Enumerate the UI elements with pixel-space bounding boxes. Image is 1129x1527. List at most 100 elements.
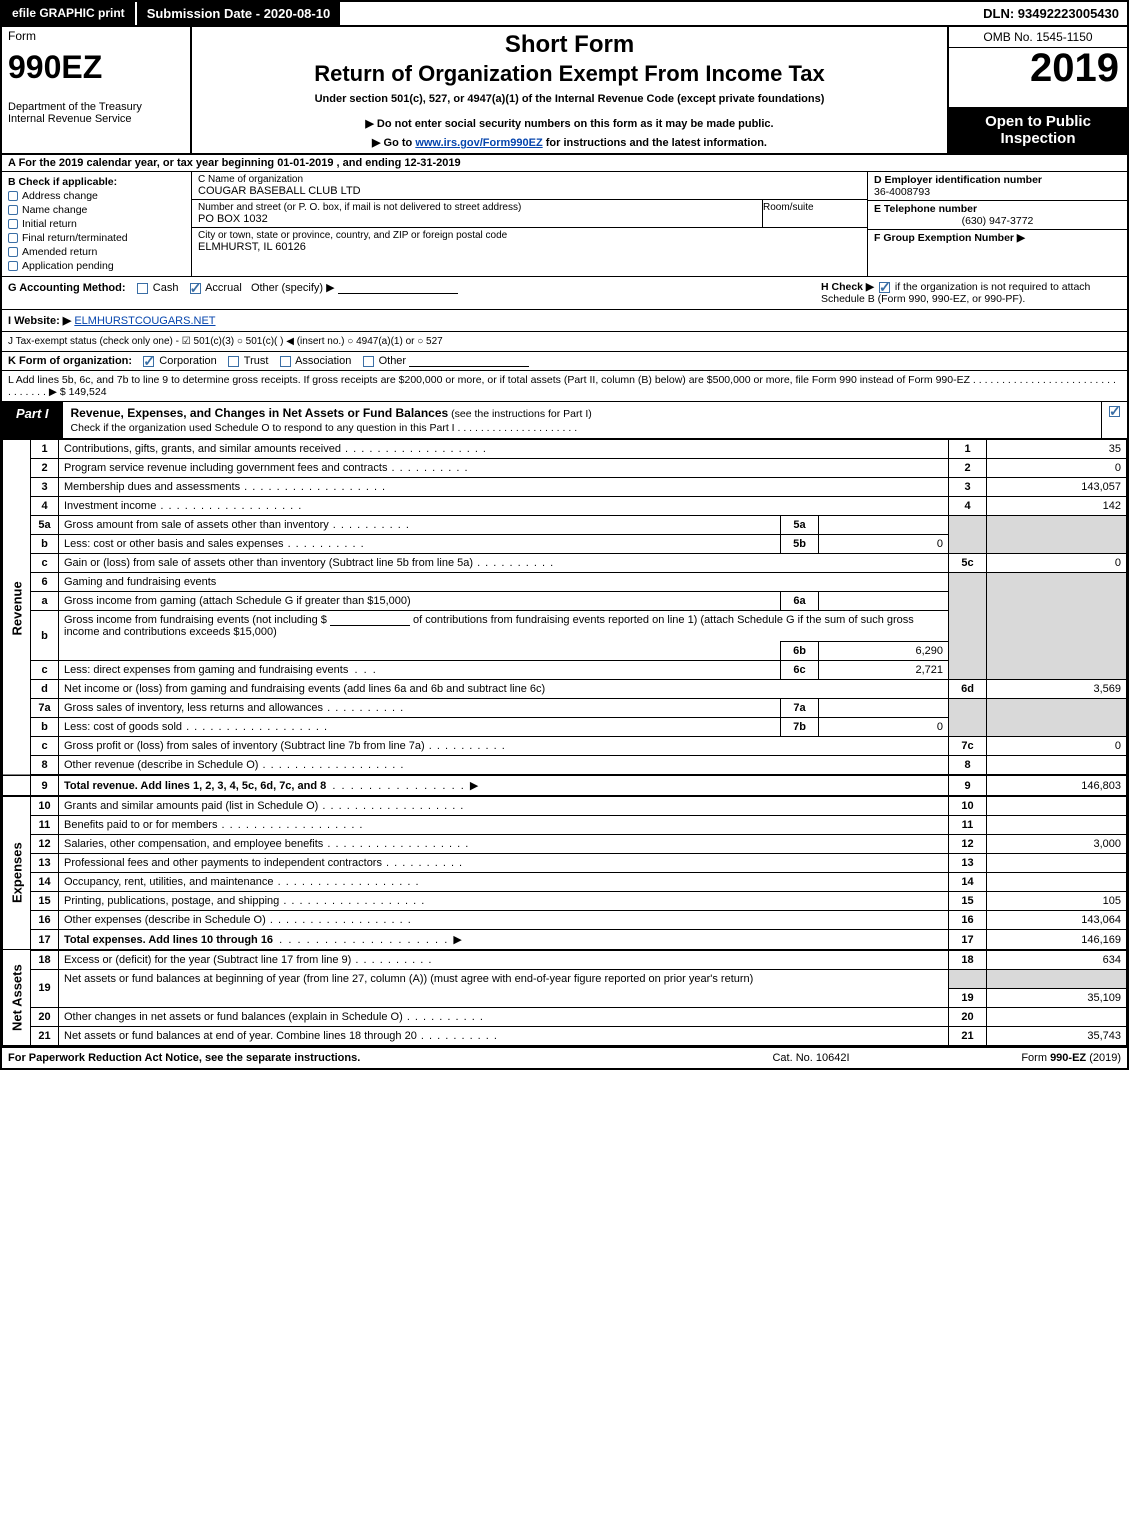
line-11-no: 11	[949, 816, 987, 835]
line-3-num: 3	[31, 478, 59, 497]
line-6c-num: c	[31, 661, 59, 680]
checkbox-icon	[8, 247, 18, 257]
ein: 36-4008793	[874, 186, 1121, 198]
line-11-num: 11	[31, 816, 59, 835]
line-7b-num: b	[31, 718, 59, 737]
line-6b-blank[interactable]	[330, 614, 410, 626]
line-6c-subval: 2,721	[819, 661, 949, 680]
line-13-no: 13	[949, 854, 987, 873]
form-990ez-page: efile GRAPHIC print Submission Date - 20…	[0, 0, 1129, 1070]
check-amended-return[interactable]: Amended return	[8, 246, 185, 258]
check-final-return[interactable]: Final return/terminated	[8, 232, 185, 244]
other-org-checkbox[interactable]	[363, 356, 374, 367]
line-7c-amt: 0	[987, 737, 1127, 756]
line-11-amt	[987, 816, 1127, 835]
line-13-num: 13	[31, 854, 59, 873]
line-2-amt: 0	[987, 459, 1127, 478]
line-7b-desc: Less: cost of goods sold	[59, 718, 781, 737]
line-14-no: 14	[949, 873, 987, 892]
check-initial-return[interactable]: Initial return	[8, 218, 185, 230]
row-l-gross-receipts: L Add lines 5b, 6c, and 7b to line 9 to …	[2, 371, 1127, 402]
line-6-desc: Gaming and fundraising events	[59, 573, 949, 592]
line-15-amt: 105	[987, 892, 1127, 911]
gross-receipts-amount: 149,524	[69, 386, 107, 398]
telephone-cell: E Telephone number (630) 947-3772	[868, 201, 1127, 230]
line-19-num: 19	[31, 970, 59, 1008]
line-20-amt	[987, 1007, 1127, 1026]
line-5a-subval	[819, 516, 949, 535]
street: PO BOX 1032	[198, 213, 756, 225]
address-row: Number and street (or P. O. box, if mail…	[192, 200, 867, 228]
ssn-warning: ▶ Do not enter social security numbers o…	[202, 117, 937, 130]
line-10-num: 10	[31, 796, 59, 816]
cash-checkbox[interactable]	[137, 283, 148, 294]
line-6a-subval	[819, 592, 949, 611]
line-7c-num: c	[31, 737, 59, 756]
check-application-pending[interactable]: Application pending	[8, 260, 185, 272]
line-10-amt	[987, 796, 1127, 816]
revenue-tab: Revenue	[3, 440, 31, 776]
line-8-no: 8	[949, 756, 987, 776]
section-b-through-f: B Check if applicable: Address change Na…	[2, 172, 1127, 277]
line-17-desc: Total expenses. Add lines 10 through 16 …	[59, 930, 949, 951]
line-6a-desc: Gross income from gaming (attach Schedul…	[59, 592, 781, 611]
org-name-label: C Name of organization	[198, 174, 861, 185]
line-16-no: 16	[949, 911, 987, 930]
line-15-num: 15	[31, 892, 59, 911]
line-2-num: 2	[31, 459, 59, 478]
line-7a-sub: 7a	[781, 699, 819, 718]
association-checkbox[interactable]	[280, 356, 291, 367]
col-b-header: B Check if applicable:	[8, 176, 185, 188]
check-name-change[interactable]: Name change	[8, 204, 185, 216]
line-6a-num: a	[31, 592, 59, 611]
efile-print-button[interactable]: efile GRAPHIC print	[2, 2, 137, 25]
row-i-website: I Website: ▶ ELMHURSTCOUGARS.NET	[2, 310, 1127, 332]
street-cell: Number and street (or P. O. box, if mail…	[192, 200, 763, 227]
line-6c-desc: Less: direct expenses from gaming and fu…	[59, 661, 781, 680]
line-7c-no: 7c	[949, 737, 987, 756]
part-i-table: Revenue 1 Contributions, gifts, grants, …	[2, 439, 1127, 1046]
line-11-desc: Benefits paid to or for members	[59, 816, 949, 835]
part-i-schedule-o-check[interactable]	[1101, 402, 1127, 438]
line-12-amt: 3,000	[987, 835, 1127, 854]
line-7b-subval: 0	[819, 718, 949, 737]
line-19-desc: Net assets or fund balances at beginning…	[59, 970, 949, 989]
line-7b-sub: 7b	[781, 718, 819, 737]
line-6b-subval: 6,290	[819, 642, 949, 661]
line-5a-sub: 5a	[781, 516, 819, 535]
other-specify-input[interactable]	[338, 282, 458, 294]
irs-link[interactable]: www.irs.gov/Form990EZ	[415, 137, 542, 149]
corporation-checkbox[interactable]	[143, 356, 154, 367]
part-i-title: Revenue, Expenses, and Changes in Net As…	[63, 402, 1101, 438]
header-right: OMB No. 1545-1150 2019 Open to Public In…	[947, 27, 1127, 153]
room-label: Room/suite	[763, 202, 861, 213]
line-6-num: 6	[31, 573, 59, 592]
line-10-no: 10	[949, 796, 987, 816]
line-7a-desc: Gross sales of inventory, less returns a…	[59, 699, 781, 718]
accrual-checkbox[interactable]	[190, 283, 201, 294]
line-14-desc: Occupancy, rent, utilities, and maintena…	[59, 873, 949, 892]
other-org-input[interactable]	[409, 355, 529, 367]
schedule-b-checkbox[interactable]	[879, 282, 890, 293]
line-18-amt: 634	[987, 950, 1127, 970]
line-17-no: 17	[949, 930, 987, 951]
line-5b-subval: 0	[819, 535, 949, 554]
header-center: Short Form Return of Organization Exempt…	[192, 27, 947, 153]
line-14-amt	[987, 873, 1127, 892]
line-3-no: 3	[949, 478, 987, 497]
trust-checkbox[interactable]	[228, 356, 239, 367]
line-1-num: 1	[31, 440, 59, 459]
row-a-tax-year: A For the 2019 calendar year, or tax yea…	[2, 155, 1127, 172]
line-10-desc: Grants and similar amounts paid (list in…	[59, 796, 949, 816]
return-title: Return of Organization Exempt From Incom…	[202, 61, 937, 87]
row-g-h: G Accounting Method: Cash Accrual Other …	[2, 277, 1127, 310]
line-19-amt: 35,109	[987, 988, 1127, 1007]
check-address-change[interactable]: Address change	[8, 190, 185, 202]
line-12-no: 12	[949, 835, 987, 854]
line-20-no: 20	[949, 1007, 987, 1026]
line-5b-sub: 5b	[781, 535, 819, 554]
top-bar: efile GRAPHIC print Submission Date - 20…	[2, 2, 1127, 27]
website-link[interactable]: ELMHURSTCOUGARS.NET	[74, 315, 215, 327]
tax-year: 2019	[949, 48, 1127, 88]
cat-number: Cat. No. 10642I	[701, 1052, 921, 1064]
